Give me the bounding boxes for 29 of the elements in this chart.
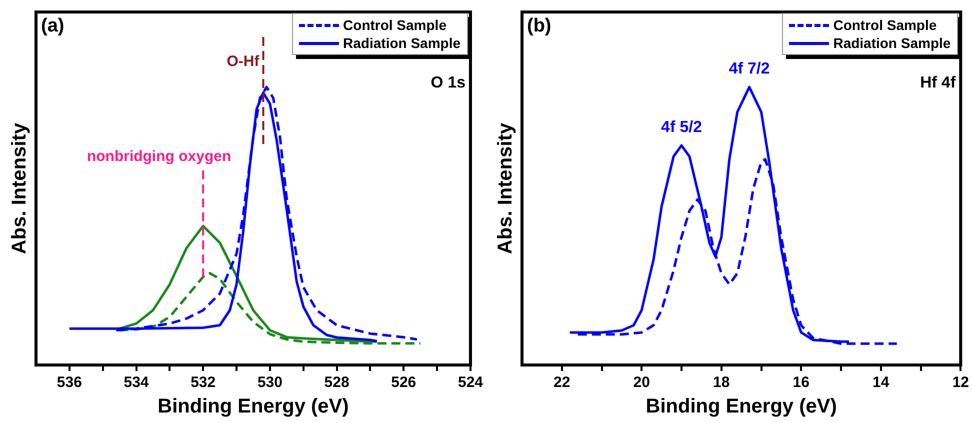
legend-label: Radiation Sample [833,34,951,52]
x-tick-label: 526 [391,374,416,392]
x-axis-title: Binding Energy (eV) [646,396,837,418]
x-tick-label: 12 [952,374,969,392]
text: (b) [527,16,552,37]
text: (a) [41,16,64,37]
legend-label: Control Sample [833,16,937,34]
y-axis-title: Abs. Intensity [494,122,517,254]
x-tick-label: 18 [713,374,730,392]
x-tick-label: 16 [792,374,810,392]
ref-line-label: nonbridging oxygen [86,148,232,166]
x-axis-title: Binding Energy (eV) [158,396,349,418]
annotation: 4f 5/2 [661,118,702,136]
ref-line-label: O-Hf [226,53,260,70]
x-tick-label: 14 [872,374,890,392]
x-tick-label: 536 [56,374,82,392]
legend-label: Radiation Sample [343,34,460,52]
x-tick-label: 524 [458,374,484,392]
annotation: 4f 7/2 [728,60,770,78]
x-tick-label: 534 [124,374,150,392]
x-tick-label: 20 [633,374,650,392]
legend-label: Control Sample [343,16,446,34]
annotation: Hf 4f [920,74,956,92]
x-tick-label: 530 [257,374,282,392]
x-tick-label: 532 [190,374,216,392]
annotation: O 1s [430,74,466,92]
y-axis-title: Abs. Intensity [8,122,31,254]
x-tick-label: 22 [554,374,570,392]
x-tick-label: 528 [324,374,350,392]
